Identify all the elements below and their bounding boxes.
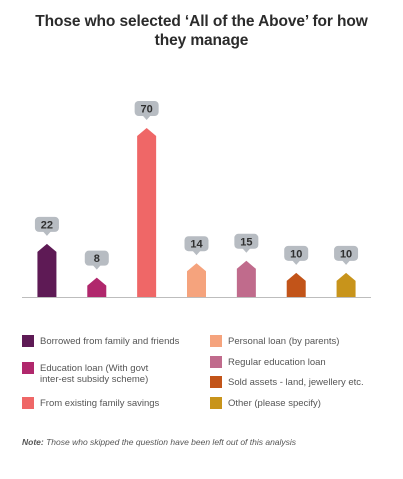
legend-label: Regular education loan [228,357,326,368]
data-label-value: 22 [41,219,53,231]
legend-swatch [210,356,222,368]
data-label-bubble [284,245,309,261]
legend-swatch [22,362,34,374]
legend-item-regular-education-loan: Regular education loan [210,356,390,368]
chart-title: Those who selected ‘All of the Above’ fo… [35,13,368,49]
data-label-pointer [192,250,201,256]
bar [187,263,206,297]
data-label: 10 [334,245,359,265]
legend-label: Education loan (With govt inter-est subs… [40,363,149,385]
legend-item-other: Other (please specify) [210,397,390,409]
data-label-bubble [334,245,359,261]
footnote: Note: Those who skipped the question hav… [22,437,296,447]
legend-label: Borrowed from family and friends [40,336,180,347]
data-label-pointer [42,231,51,236]
legend-item-sold-assets: Sold assets - land, jewellery etc. [210,376,395,388]
data-label-bubble [34,216,59,232]
data-label-bubble [134,101,159,116]
data-label: 15 [234,233,259,253]
data-label-pointer [242,248,251,253]
legend-item-personal-loan: Personal loan (by parents) [210,335,390,347]
legend-label: Personal loan (by parents) [228,336,340,347]
bar [286,272,306,297]
data-label-pointer [342,260,351,265]
data-label-value: 10 [290,248,302,260]
data-label-value: 10 [340,248,352,260]
data-label-pointer [142,115,151,120]
data-label: 8 [84,250,109,270]
legend-item-education-loan-subsidy: Education loan (With govt inter-est subs… [22,362,172,385]
legend-swatch [22,397,34,409]
legend-swatch [210,335,222,347]
data-label-value: 70 [141,104,153,116]
legend-item-borrowed: Borrowed from family and friends [22,335,202,347]
data-label: 22 [34,216,59,236]
data-label: 70 [134,101,159,120]
data-label-value: 8 [94,253,100,265]
bar [137,128,157,297]
data-label-bubble [184,236,209,252]
data-label-bubble [234,233,259,249]
legend-label: Other (please specify) [228,398,321,409]
bar [87,277,107,297]
footnote-text: Those who skipped the question have been… [43,437,297,447]
legend-swatch [210,376,222,388]
data-label: 14 [184,236,209,256]
legend-swatch [22,335,34,347]
data-label-value: 14 [190,239,203,251]
data-label: 10 [284,245,309,265]
legend-label: From existing family savings [40,398,160,409]
bar [336,272,356,297]
bar [37,243,57,297]
data-label-pointer [292,260,301,265]
footnote-prefix: Note: [22,437,44,447]
legend-item-family-savings: From existing family savings [22,397,202,409]
bar [236,260,256,297]
data-label-pointer [92,265,101,270]
legend-label: Sold assets - land, jewellery etc. [228,377,364,388]
legend-swatch [210,397,222,409]
data-label-bubble [84,250,109,266]
bar-chart: 22 8 70 14 15 10 10 [22,101,371,298]
data-label-value: 15 [240,236,252,248]
